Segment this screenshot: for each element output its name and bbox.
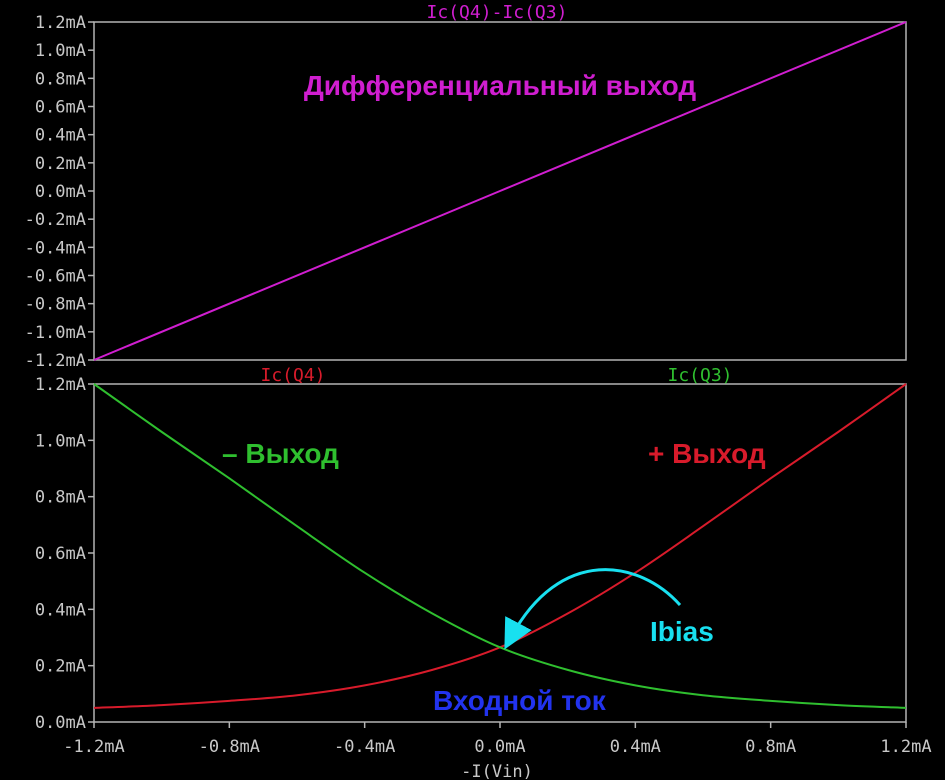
x-axis-label: -I(Vin): [461, 762, 533, 780]
bottom-pane: 1.2mA 1.0mA 0.8mA 0.6mA 0.4mA 0.2mA 0.0mA -1.2…: [35, 365, 932, 780]
top-trace-ic-q4-ic-q3: [93, 21, 907, 361]
trace-title-diff: Ic(Q4)-Ic(Q3): [427, 2, 568, 23]
bottom-y-ticks: 1.2mA 1.0mA 0.8mA 0.6mA 0.4mA 0.2mA 0.0mA: [35, 375, 94, 733]
annotation-input-current: Входной ток: [433, 685, 607, 716]
top-y-tick-label: 1.0mA: [35, 41, 86, 61]
annotation-minus-output: – Выход: [222, 438, 339, 469]
x-ticks: -1.2mA -0.8mA -0.4mA 0.0mA 0.4mA 0.8mA 1.2mA: [63, 722, 932, 757]
top-y-tick-label: 0.2mA: [35, 154, 86, 174]
bottom-trace-ic-q4: [93, 383, 907, 709]
bottom-y-tick-label: 0.8mA: [35, 488, 86, 508]
top-y-tick-label: -0.2mA: [25, 210, 86, 230]
annotation-plus-output: + Выход: [648, 438, 766, 469]
bottom-y-tick-label: 0.6mA: [35, 544, 86, 564]
x-tick-label: -0.4mA: [334, 737, 395, 757]
trace-title-ic-q3: Ic(Q3): [667, 365, 732, 386]
trace-title-ic-q4: Ic(Q4): [260, 365, 325, 386]
bottom-y-tick-label: 0.0mA: [35, 713, 86, 733]
x-tick-label: -1.2mA: [63, 737, 124, 757]
x-tick-label: -0.8mA: [199, 737, 260, 757]
x-tick-label: 1.2mA: [880, 737, 931, 757]
top-y-tick-label: -0.4mA: [25, 238, 86, 258]
bottom-y-tick-label: 1.0mA: [35, 431, 86, 451]
bottom-y-tick-label: 0.4mA: [35, 600, 86, 620]
top-y-tick-label: -1.2mA: [25, 351, 86, 371]
top-pane: 1.2mA 1.0mA 0.8mA 0.6mA 0.4mA 0.2mA 0.0mA -0.2m…: [25, 2, 907, 371]
bottom-trace-ic-q3: [93, 383, 907, 709]
bottom-traces: [93, 383, 907, 709]
top-y-tick-label: -0.8mA: [25, 295, 86, 315]
top-y-tick-label: 0.8mA: [35, 69, 86, 89]
ibias-arrow: [504, 568, 682, 650]
bottom-y-tick-label: 1.2mA: [35, 375, 86, 395]
top-y-tick-label: -0.6mA: [25, 267, 86, 287]
top-y-tick-label: 0.4mA: [35, 126, 86, 146]
top-y-tick-label: 0.0mA: [35, 182, 86, 202]
bottom-y-tick-label: 0.2mA: [35, 657, 86, 677]
annotation-ibias: Ibias: [650, 616, 714, 647]
top-y-tick-label: -1.0mA: [25, 323, 86, 343]
top-traces: [93, 21, 907, 361]
x-tick-label: 0.4mA: [610, 737, 661, 757]
x-tick-label: 0.8mA: [745, 737, 796, 757]
top-y-ticks: 1.2mA 1.0mA 0.8mA 0.6mA 0.4mA 0.2mA 0.0mA -0.2m…: [25, 13, 94, 371]
top-y-tick-label: 0.6mA: [35, 98, 86, 118]
top-y-tick-label: 1.2mA: [35, 13, 86, 33]
bottom-pane-frame: [93, 383, 907, 723]
annotation-diff-output: Дифференциальный выход: [304, 70, 697, 101]
x-tick-label: 0.0mA: [474, 737, 525, 757]
